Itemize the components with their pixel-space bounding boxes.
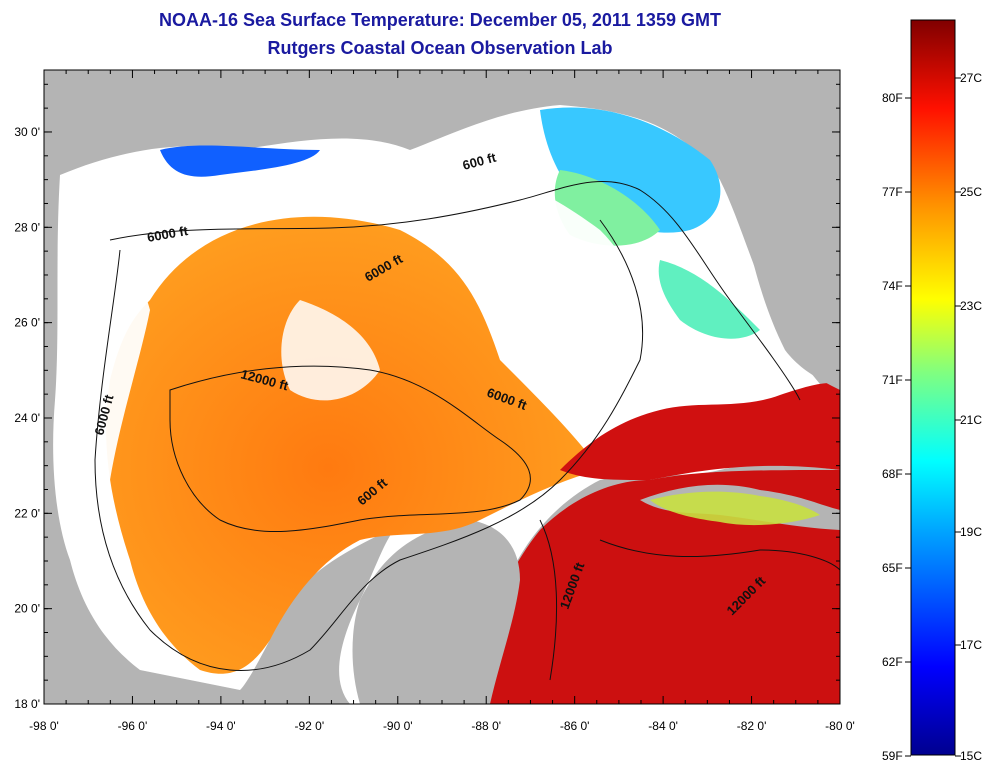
colorbar-labels: 80F 77F 74F 71F 68F 65F 62F 59F 27C 25C 23C 21C 19C 1… (882, 71, 982, 763)
contour-6000ft (94, 219, 644, 671)
west-florida-cool (658, 260, 760, 339)
colorbar-c-label: 27C (960, 71, 982, 85)
map-title: NOAA-16 Sea Surface Temperature: Decembe… (159, 10, 721, 30)
lon-tick-label: -94 0' (206, 719, 236, 733)
caribbean-water (470, 470, 840, 704)
lon-tick-label: -96 0' (118, 719, 148, 733)
colorbar-c-label: 21C (960, 413, 982, 427)
colorbar-f-label: 80F (882, 91, 903, 105)
axis-ticks (43, 70, 841, 705)
yucatan-land (352, 520, 520, 704)
lon-tick-label: -86 0' (560, 719, 590, 733)
map-subtitle: Rutgers Coastal Ocean Observation Lab (267, 38, 613, 58)
colorbar-f-label: 77F (882, 185, 903, 199)
warm-water-mass (106, 216, 600, 674)
axis-labels: -98 0' -96 0' -94 0' -92 0' -90 0' -88 0' -86 … (14, 125, 854, 733)
colorbar (910, 19, 956, 756)
cloud-patch-center (281, 300, 380, 401)
colorbar-c-label: 25C (960, 185, 982, 199)
colorbar-c-label: 15C (960, 749, 982, 763)
lat-tick-label: 20 0' (14, 602, 40, 616)
texas-cool-water (160, 145, 320, 177)
contour-12000ft (169, 365, 531, 532)
lat-tick-label: 24 0' (14, 411, 40, 425)
lon-tick-label: -98 0' (29, 719, 59, 733)
cloud-patch (470, 170, 643, 351)
map-area (44, 70, 840, 704)
bathymetry-contours (94, 180, 840, 681)
lon-tick-label: -88 0' (471, 719, 501, 733)
florida-land (720, 90, 840, 390)
lat-tick-label: 28 0' (14, 220, 40, 234)
lat-tick-label: 22 0' (14, 506, 40, 520)
colorbar-f-label: 65F (882, 561, 903, 575)
colorbar-f-label: 68F (882, 467, 903, 481)
colorbar-c-label: 19C (960, 525, 982, 539)
lat-tick-label: 18 0' (14, 697, 40, 711)
lon-tick-label: -92 0' (295, 719, 325, 733)
lon-tick-label: -82 0' (737, 719, 767, 733)
cuba-warm-shelf (650, 491, 820, 526)
colorbar-c-label: 17C (960, 638, 982, 652)
contour-label: 6000 ft (146, 223, 190, 245)
contour-yucatan-shelf (539, 519, 840, 681)
cloud-patch-west (58, 257, 150, 522)
colorbar-f-label: 74F (882, 279, 903, 293)
lon-tick-label: -80 0' (825, 719, 855, 733)
lat-tick-label: 30 0' (14, 125, 40, 139)
contour-600ft-north (109, 180, 801, 401)
lon-tick-label: -90 0' (383, 719, 413, 733)
loop-current (560, 383, 840, 480)
lat-tick-label: 26 0' (14, 316, 40, 330)
colorbar-c-label: 23C (960, 299, 982, 313)
colorbar-f-label: 59F (882, 749, 903, 763)
lon-tick-label: -84 0' (648, 719, 678, 733)
colorbar-f-label: 71F (882, 373, 903, 387)
colorbar-f-label: 62F (882, 655, 903, 669)
